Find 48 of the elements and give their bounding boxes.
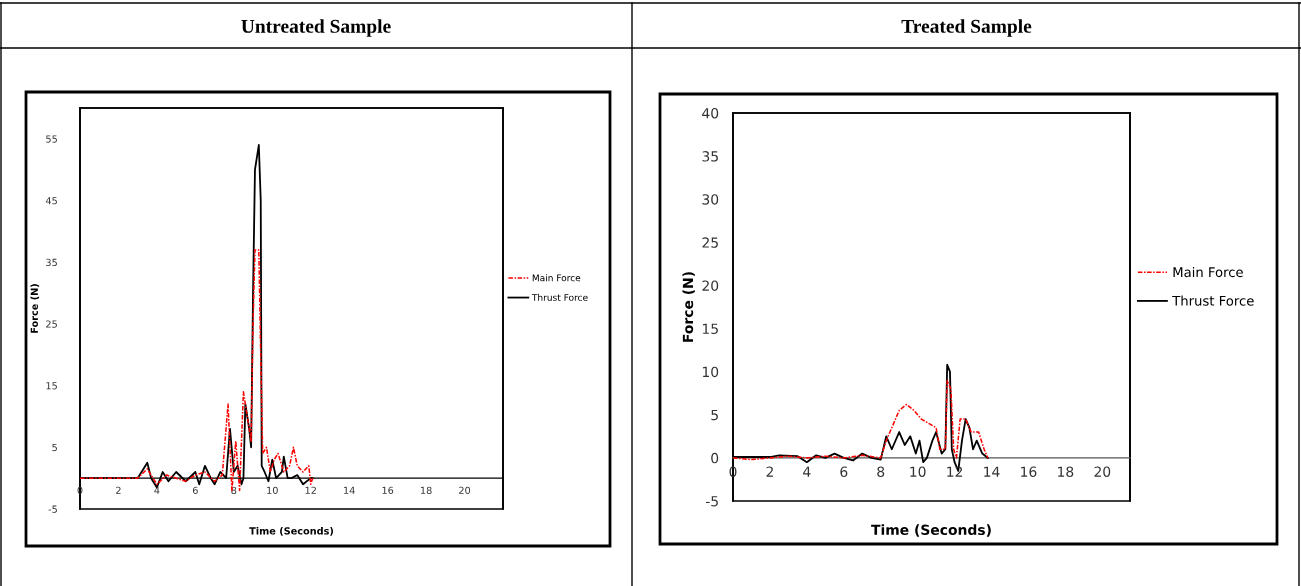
x-tick-label: 8 <box>231 486 237 495</box>
x-tick-label: 20 <box>459 486 471 495</box>
line-series <box>733 379 989 461</box>
x-tick-label: 20 <box>1094 466 1111 477</box>
y-tick-label: 5 <box>52 443 57 452</box>
y-tick-label: 45 <box>45 197 57 205</box>
x-tick-label: 14 <box>984 466 1000 477</box>
y-tick-label: 5 <box>711 409 718 421</box>
y-tick-label: 35 <box>46 258 57 267</box>
x-tick-label: 14 <box>344 486 355 494</box>
y-axis-title: Force (N) <box>30 284 40 333</box>
x-tick-label: 2 <box>116 486 121 494</box>
x-tick-label: 16 <box>382 486 394 495</box>
y-tick-label: 25 <box>702 237 718 248</box>
y-tick-label: 10 <box>702 366 719 378</box>
x-tick-label: 10 <box>910 466 926 477</box>
y-tick-label: 15 <box>46 382 57 390</box>
y-tick-label: 30 <box>702 194 719 205</box>
y-axis-title: Force (N) <box>682 272 695 342</box>
x-tick-label: 4 <box>154 486 160 494</box>
x-tick-label: 18 <box>1058 466 1074 477</box>
chart-title: Untreated Sample <box>241 19 391 37</box>
y-tick-label: 15 <box>702 323 718 335</box>
y-tick-label: 20 <box>702 280 719 291</box>
x-tick-label: 8 <box>877 466 885 477</box>
legend-label: Thrust Force <box>531 293 588 301</box>
x-axis-title: Time (Seconds) <box>249 527 333 536</box>
legend-label: Main Force <box>1173 266 1243 278</box>
y-tick-label: 40 <box>702 107 719 119</box>
x-tick-label: 4 <box>803 466 811 477</box>
y-tick-label: 0 <box>711 452 719 464</box>
y-tick-label: 25 <box>46 320 57 328</box>
x-tick-label: 2 <box>766 466 773 477</box>
x-axis-title: Time (Seconds) <box>871 524 991 537</box>
y-tick-label: 55 <box>46 135 57 143</box>
x-tick-label: 6 <box>840 466 848 477</box>
y-tick-label: -5 <box>705 496 718 507</box>
x-tick-label: 6 <box>192 486 198 495</box>
chart-title: Treated Sample <box>901 19 1032 37</box>
x-tick-label: 12 <box>947 466 963 477</box>
x-tick-label: 10 <box>267 486 278 495</box>
legend-label: Thrust Force <box>1172 295 1254 306</box>
x-tick-label: 12 <box>305 486 316 494</box>
x-tick-label: 16 <box>1021 466 1037 477</box>
y-tick-label: 35 <box>702 151 718 162</box>
legend-label: Main Force <box>532 274 581 282</box>
y-tick-label: -5 <box>48 505 57 513</box>
x-tick-label: 18 <box>420 486 432 495</box>
